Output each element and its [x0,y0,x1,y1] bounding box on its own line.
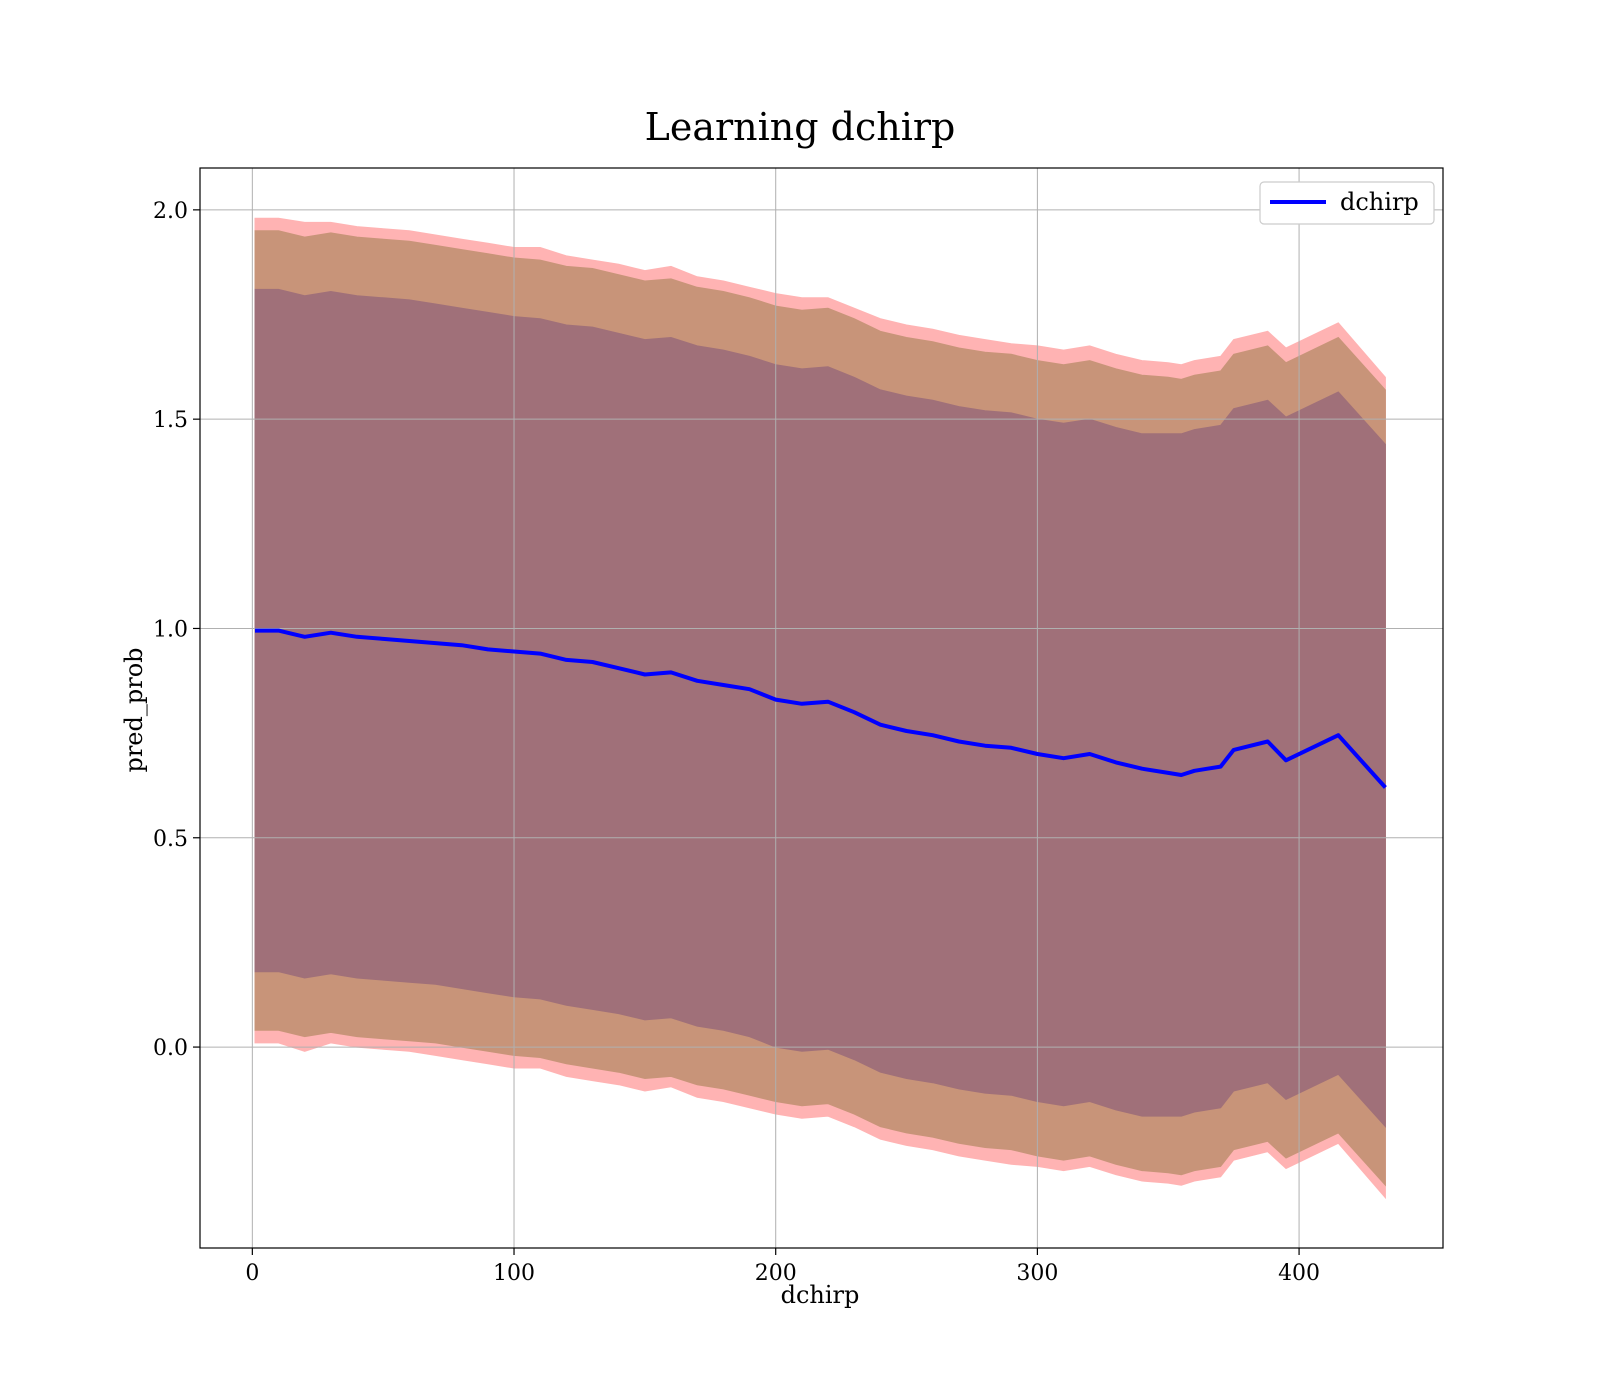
series-layer [255,628,1387,789]
grid-lines [200,168,1443,1248]
legend-box [1259,181,1435,225]
legend: dchirp [1259,181,1435,225]
y-tick-label: 0.5 [153,827,188,852]
y-tick-label: 1.0 [153,617,188,642]
x-tick-label: 400 [1278,1261,1320,1286]
x-tick-label: 200 [755,1261,797,1286]
x-axis-ticks: 0 100 200 300 400 [245,1248,1320,1286]
plot-frame [199,167,1444,1249]
y-axis-ticks: 0.0 0.5 1.0 1.5 2.0 [153,199,200,1061]
x-axis-label: dchirp [781,1281,860,1309]
y-tick-label: 0.0 [153,1036,188,1061]
y-tick-label: 2.0 [153,199,188,224]
series-line-dchirp [255,628,1387,789]
legend-label-dchirp: dchirp [1340,188,1419,216]
y-tick-label: 1.5 [153,408,188,433]
confidence-bands [254,217,1386,1200]
chart-title: Learning dchirp [645,105,956,149]
x-tick-label: 0 [245,1261,259,1286]
y-axis-label: pred_prob [120,647,148,772]
band-inner [254,288,1386,1128]
x-tick-label: 100 [493,1261,535,1286]
x-tick-label: 300 [1016,1261,1058,1286]
